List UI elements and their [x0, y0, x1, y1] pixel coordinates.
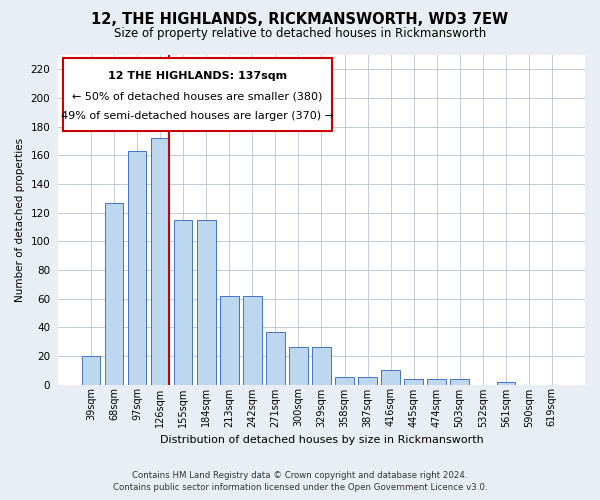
FancyBboxPatch shape [63, 58, 332, 131]
Bar [151, 138, 169, 384]
X-axis label: Distribution of detached houses by size in Rickmansworth: Distribution of detached houses by size … [160, 435, 484, 445]
Text: Contains HM Land Registry data © Crown copyright and database right 2024.
Contai: Contains HM Land Registry data © Crown c… [113, 471, 487, 492]
Bar [404, 379, 423, 384]
Bar [266, 332, 284, 384]
Bar [197, 220, 215, 384]
Text: 49% of semi-detached houses are larger (370) →: 49% of semi-detached houses are larger (… [61, 111, 334, 121]
Bar [82, 356, 100, 384]
Bar [497, 382, 515, 384]
Bar [382, 370, 400, 384]
Bar [289, 348, 308, 385]
Bar [312, 348, 331, 385]
Text: 12, THE HIGHLANDS, RICKMANSWORTH, WD3 7EW: 12, THE HIGHLANDS, RICKMANSWORTH, WD3 7E… [91, 12, 509, 28]
Bar [358, 378, 377, 384]
Bar [243, 296, 262, 384]
Bar [128, 151, 146, 384]
Bar [174, 220, 193, 384]
Bar [220, 296, 239, 384]
Bar [427, 379, 446, 384]
Text: ← 50% of detached houses are smaller (380): ← 50% of detached houses are smaller (38… [73, 91, 323, 101]
Text: 12 THE HIGHLANDS: 137sqm: 12 THE HIGHLANDS: 137sqm [108, 72, 287, 82]
Bar [105, 202, 124, 384]
Bar [451, 379, 469, 384]
Text: Size of property relative to detached houses in Rickmansworth: Size of property relative to detached ho… [114, 28, 486, 40]
Bar [335, 378, 354, 384]
Y-axis label: Number of detached properties: Number of detached properties [15, 138, 25, 302]
